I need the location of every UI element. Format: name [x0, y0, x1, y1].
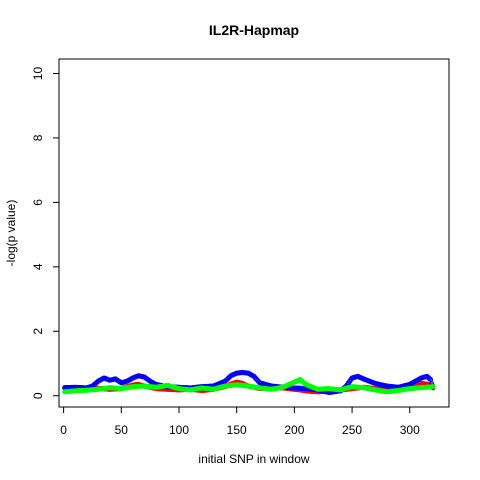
y-tick-label: 6	[31, 199, 45, 206]
y-tick-label: 4	[31, 263, 45, 270]
x-tick-label: 50	[115, 423, 129, 437]
x-tick-label: 0	[60, 423, 67, 437]
series-layer	[62, 369, 436, 396]
x-axis: 0 50 100 150 200 250 300	[60, 406, 420, 437]
x-tick-label: 150	[227, 423, 247, 437]
y-axis-label: -log(p value)	[4, 200, 18, 267]
x-axis-label: initial SNP in window	[198, 452, 309, 466]
y-tick-label: 2	[31, 328, 45, 335]
y-axis: 0 2 4 6 8 10	[31, 67, 60, 399]
y-tick-label: 0	[31, 392, 45, 399]
y-tick-label: 10	[31, 67, 45, 81]
series-3	[62, 377, 436, 395]
x-tick-label: 200	[284, 423, 304, 437]
x-tick-label: 300	[400, 423, 420, 437]
data-point	[430, 384, 436, 390]
y-tick-label: 8	[31, 134, 45, 141]
x-tick-label: 250	[342, 423, 362, 437]
x-tick-label: 100	[169, 423, 189, 437]
chart-title: IL2R-Hapmap	[209, 22, 299, 38]
